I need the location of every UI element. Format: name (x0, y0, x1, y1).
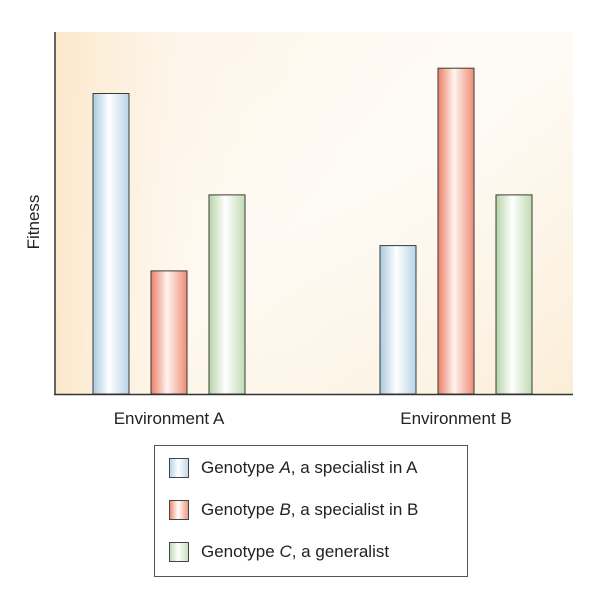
bar-genotype-b-environment-a (150, 270, 188, 395)
bar-genotype-c-environment-b (495, 194, 533, 395)
bars-group (92, 67, 533, 395)
legend-swatch-genotype-c (169, 542, 189, 562)
fitness-bar-chart: Environment A Environment B Fitness (24, 32, 573, 428)
legend-item-genotype-c: Genotype C, a generalist (169, 542, 389, 562)
legend: Genotype A, a specialist in A Genotype B… (154, 445, 468, 577)
legend-item-genotype-a: Genotype A, a specialist in A (169, 458, 417, 478)
plot-background-shade (55, 32, 573, 394)
legend-label-genotype-a: Genotype A, a specialist in A (201, 458, 418, 477)
y-axis-title: Fitness (24, 195, 43, 250)
bar-genotype-b-environment-b (437, 67, 475, 395)
legend-swatch-genotype-a (169, 458, 189, 478)
legend-label-genotype-c: Genotype C, a generalist (201, 542, 390, 561)
bar-genotype-a-environment-b (379, 245, 417, 395)
bar-genotype-a-environment-a (92, 93, 130, 395)
x-tick-label-environment-a: Environment A (114, 409, 225, 428)
x-tick-label-environment-b: Environment B (400, 409, 512, 428)
legend-item-genotype-b: Genotype B, a specialist in B (169, 500, 418, 520)
legend-swatch-genotype-b (169, 500, 189, 520)
bar-genotype-c-environment-a (208, 194, 246, 395)
legend-label-genotype-b: Genotype B, a specialist in B (201, 500, 419, 519)
